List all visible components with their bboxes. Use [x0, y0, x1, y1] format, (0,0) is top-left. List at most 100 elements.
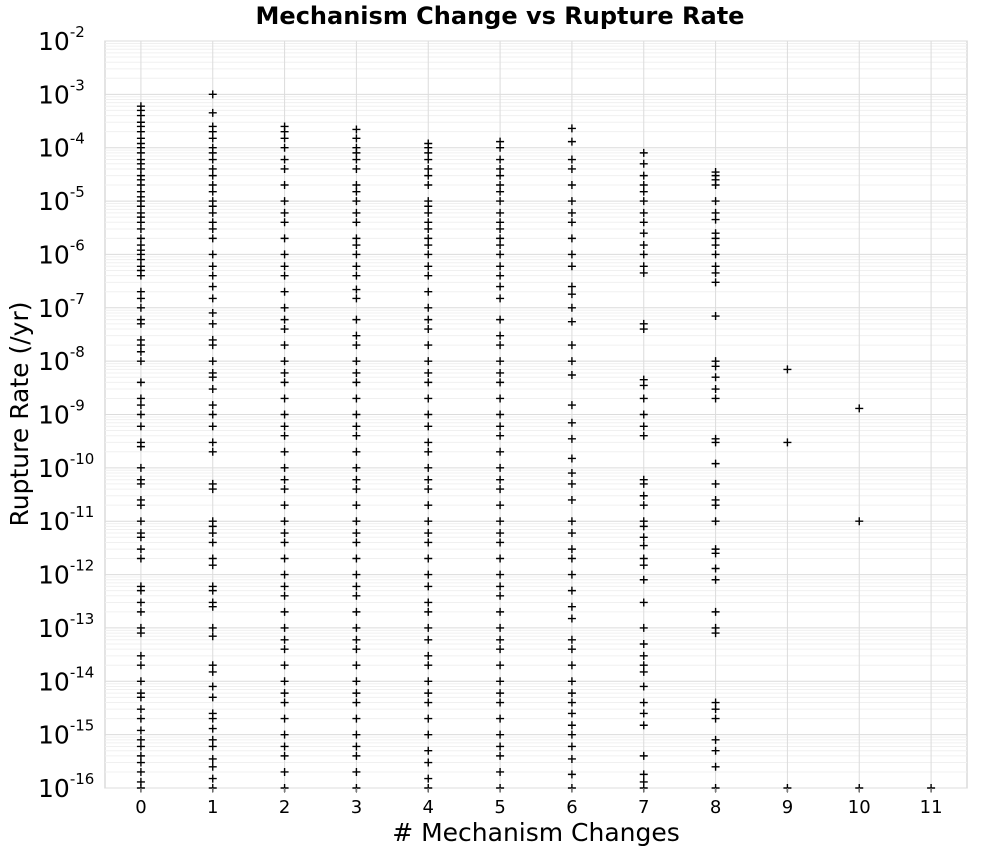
data-point [280, 501, 289, 510]
data-point [280, 661, 289, 670]
data-point [496, 661, 505, 670]
data-point [352, 357, 361, 366]
data-point [711, 438, 720, 447]
data-point [424, 475, 433, 484]
y-tick-exponent: -10 [70, 450, 95, 468]
data-point [280, 431, 289, 440]
data-point [711, 479, 720, 488]
data-point [424, 171, 433, 180]
data-point [496, 181, 505, 190]
y-tick-exponent: -11 [70, 503, 95, 521]
data-point [136, 294, 145, 303]
data-point [639, 381, 648, 390]
data-point [711, 385, 720, 394]
data-point [567, 661, 576, 670]
data-point [424, 485, 433, 494]
data-point [280, 368, 289, 377]
data-point [567, 709, 576, 718]
data-point [280, 677, 289, 686]
data-point [567, 730, 576, 739]
data-point [496, 591, 505, 600]
data-point [711, 215, 720, 224]
data-point [496, 234, 505, 243]
y-tick-base: 10 [38, 721, 70, 750]
y-tick-base: 10 [38, 774, 70, 803]
y-tick-label: 10-13 [38, 610, 94, 643]
data-point [711, 762, 720, 771]
y-tick-base: 10 [38, 347, 70, 376]
data-point [496, 187, 505, 196]
data-point [352, 677, 361, 686]
data-point [352, 208, 361, 217]
data-point [424, 517, 433, 526]
y-tick-label: 10-4 [38, 130, 85, 163]
data-point [639, 229, 648, 238]
data-point [208, 485, 217, 494]
data-point [352, 125, 361, 134]
x-tick-label: 9 [782, 797, 793, 818]
data-point [711, 268, 720, 277]
data-point [280, 623, 289, 632]
data-points [136, 90, 936, 792]
data-point [352, 767, 361, 776]
data-point [136, 705, 145, 714]
data-point [639, 598, 648, 607]
data-point [567, 434, 576, 443]
data-point [208, 742, 217, 751]
data-point [711, 746, 720, 755]
data-point [208, 108, 217, 117]
data-point [136, 629, 145, 638]
data-point [496, 271, 505, 280]
data-point [280, 341, 289, 350]
data-point [424, 287, 433, 296]
data-point [496, 635, 505, 644]
data-point [424, 394, 433, 403]
data-point [424, 208, 433, 217]
data-point [136, 661, 145, 670]
data-point [424, 422, 433, 431]
data-point [208, 218, 217, 227]
data-point [567, 517, 576, 526]
data-point [711, 241, 720, 250]
data-point [352, 294, 361, 303]
data-point [208, 262, 217, 271]
data-point [352, 241, 361, 250]
data-point [496, 224, 505, 233]
y-tick-base: 10 [38, 27, 70, 56]
y-tick-base: 10 [38, 561, 70, 590]
data-point [639, 325, 648, 334]
x-tick-label: 4 [423, 797, 434, 818]
data-point [639, 698, 648, 707]
data-point [567, 698, 576, 707]
data-point [208, 401, 217, 410]
data-point [496, 378, 505, 387]
data-point [496, 171, 505, 180]
data-point [639, 159, 648, 168]
data-point [352, 378, 361, 387]
data-point [280, 271, 289, 280]
y-tick-exponent: -13 [70, 610, 95, 628]
data-point [136, 693, 145, 702]
data-point [280, 422, 289, 431]
data-point [136, 319, 145, 328]
data-point [352, 410, 361, 419]
data-point [280, 591, 289, 600]
data-point [424, 315, 433, 324]
data-point [208, 90, 217, 99]
data-point [496, 155, 505, 164]
data-point [496, 570, 505, 579]
data-point [711, 234, 720, 243]
data-point [280, 645, 289, 654]
data-point [352, 422, 361, 431]
y-tick-exponent: -15 [70, 717, 95, 735]
data-point [208, 438, 217, 447]
data-point [639, 491, 648, 500]
data-point [783, 365, 792, 374]
y-tick-label: 10-6 [38, 236, 85, 269]
data-point [711, 312, 720, 321]
data-point [208, 155, 217, 164]
data-point [639, 623, 648, 632]
data-point [639, 431, 648, 440]
data-point [639, 522, 648, 531]
data-point [208, 224, 217, 233]
